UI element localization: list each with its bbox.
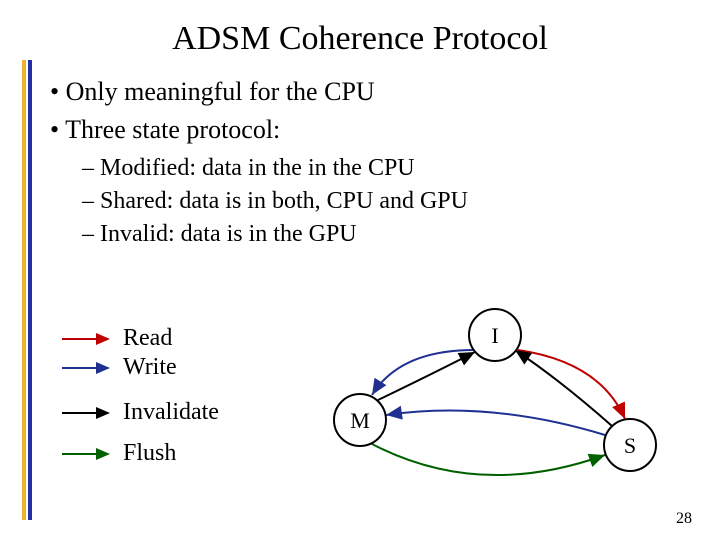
node-label: I [491, 323, 498, 348]
sub-text: Invalid: data is in the GPU [100, 221, 357, 247]
node-m: M [334, 394, 386, 446]
legend-label: Invalidate [123, 399, 219, 426]
slide-stripe-decoration [22, 60, 34, 520]
slide-content: • Only meaningful for the CPU • Three st… [50, 75, 468, 252]
edge-write-i-to-m [372, 350, 474, 395]
stripe-gold [22, 60, 26, 520]
node-i: I [469, 309, 521, 361]
edge-write-s-to-m [386, 411, 605, 436]
page-number: 28 [676, 510, 692, 528]
legend-row-flush: Flush [60, 440, 219, 467]
bullet-item: • Only meaningful for the CPU [50, 75, 468, 109]
legend-arrow-write-icon [60, 358, 115, 378]
slide-title: ADSM Coherence Protocol [0, 20, 720, 58]
legend-row-invalidate: Invalidate [60, 399, 219, 426]
sub-text: Modified: data in the in the CPU [100, 155, 415, 181]
legend-row-read: Read [60, 325, 219, 352]
edge-read-i-to-s [518, 350, 625, 419]
legend: Read Write Invalidate Flush [60, 325, 219, 479]
stripe-blue [28, 60, 32, 520]
edge-flush-m-to-s [372, 444, 605, 475]
node-label: S [624, 433, 636, 458]
bullet-item: • Three state protocol: [50, 113, 468, 147]
legend-arrow-invalidate-icon [60, 403, 115, 423]
sub-text: Shared: data is in both, CPU and GPU [100, 188, 468, 214]
edge-invalidate-m-to-i [378, 352, 475, 400]
state-diagram: I M S [300, 300, 680, 510]
sub-item: – Shared: data is in both, CPU and GPU [82, 186, 468, 217]
sub-item: – Invalid: data is in the GPU [82, 219, 468, 250]
sub-list: – Modified: data in the in the CPU – Sha… [82, 153, 468, 251]
legend-arrow-flush-icon [60, 444, 115, 464]
sub-item: – Modified: data in the in the CPU [82, 153, 468, 184]
legend-arrow-read-icon [60, 329, 115, 349]
bullet-text: Three state protocol: [65, 115, 280, 144]
legend-label: Read [123, 325, 172, 352]
node-label: M [350, 408, 370, 433]
legend-label: Flush [123, 440, 176, 467]
node-s: S [604, 419, 656, 471]
bullet-text: Only meaningful for the CPU [66, 77, 375, 106]
legend-label: Write [123, 354, 177, 381]
legend-row-write: Write [60, 354, 219, 381]
